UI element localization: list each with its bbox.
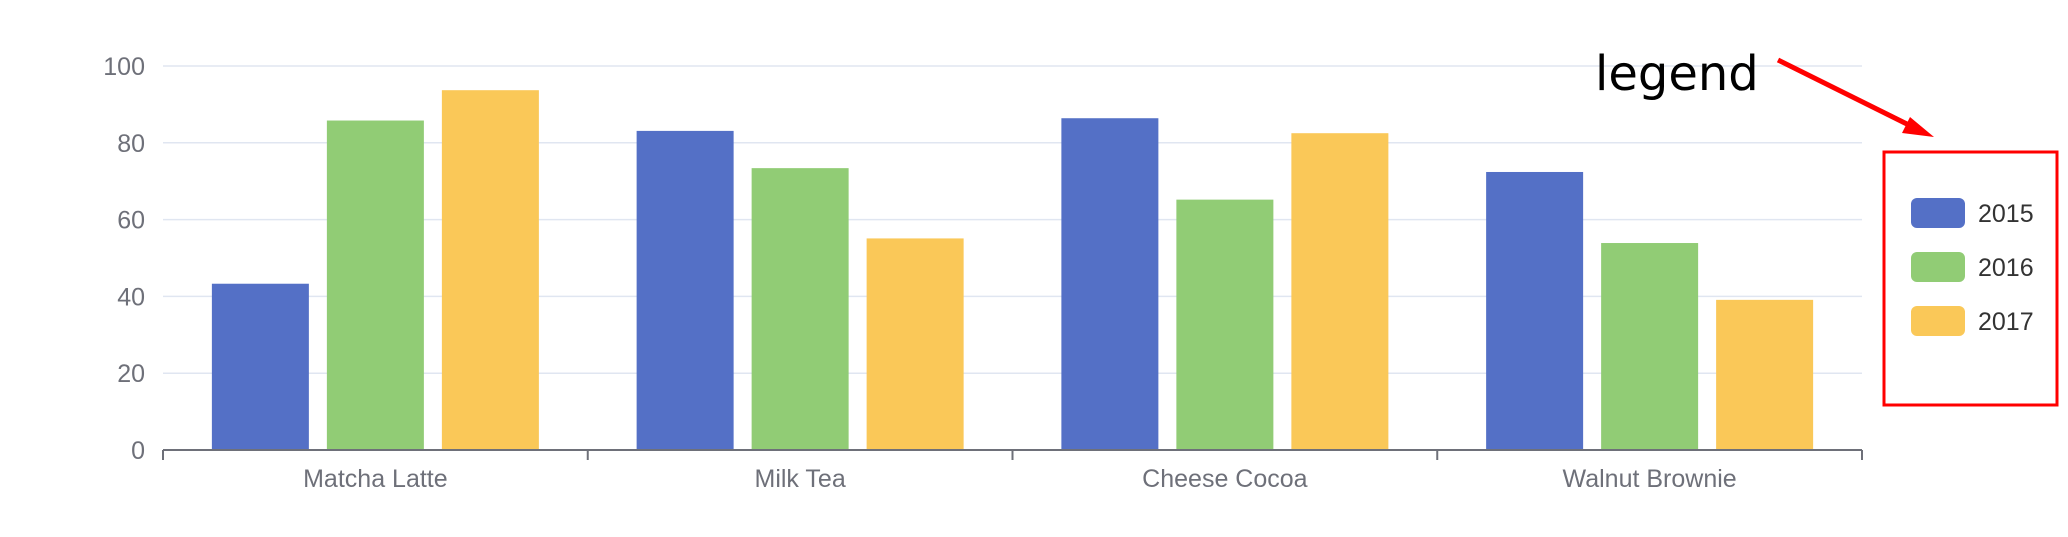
y-tick-label: 20	[117, 360, 145, 388]
bar-2017-milk-tea	[866, 238, 964, 450]
bar-2015-walnut-brownie	[1486, 171, 1584, 450]
x-axis: Matcha Latte Milk Tea Cheese Cocoa Walnut B…	[162, 449, 1863, 493]
x-tick-label: Matcha Latte	[303, 465, 448, 493]
annotation-arrow-shaft	[1776, 57, 1915, 130]
bar-2015-cheese-cocoa	[1061, 118, 1159, 450]
legend-swatch	[1911, 198, 1965, 228]
annotation-text: legend	[1595, 46, 1759, 102]
x-tick-label: Cheese Cocoa	[1142, 465, 1307, 493]
legend-highlight-box	[1882, 150, 2059, 407]
bar-2016-cheese-cocoa	[1176, 199, 1274, 450]
y-axis-tick-labels: 0 20 40 60 80 100	[103, 53, 145, 465]
legend-swatch	[1911, 252, 1965, 282]
legend-label: 2016	[1978, 254, 2034, 282]
y-tick-label: 0	[131, 437, 145, 465]
legend-item-2016[interactable]: 2016	[1911, 252, 2034, 282]
y-tick-label: 40	[117, 283, 145, 311]
bar-2015-matcha-latte	[211, 283, 309, 450]
bar-2015-milk-tea	[636, 130, 734, 450]
legend[interactable]: 2015 2016 2017	[1911, 198, 2034, 336]
x-tick-label: Walnut Brownie	[1563, 465, 1737, 493]
bar-2016-matcha-latte	[326, 120, 424, 450]
y-tick-label: 60	[117, 207, 145, 235]
legend-swatch	[1911, 306, 1965, 336]
legend-label: 2017	[1978, 308, 2034, 336]
legend-item-2015[interactable]: 2015	[1911, 198, 2034, 228]
bars	[211, 90, 1814, 451]
bar-2017-walnut-brownie	[1716, 299, 1814, 450]
legend-item-2017[interactable]: 2017	[1911, 306, 2034, 336]
bar-2016-milk-tea	[751, 168, 849, 451]
annotation-arrow-head	[1902, 117, 1934, 137]
y-tick-label: 100	[103, 53, 145, 81]
y-tick-label: 80	[117, 130, 145, 158]
legend-label: 2015	[1978, 200, 2034, 228]
bar-2017-cheese-cocoa	[1291, 133, 1389, 450]
bar-2016-walnut-brownie	[1601, 243, 1699, 450]
legend-annotation: legend	[1595, 46, 2059, 407]
x-tick-label: Milk Tea	[755, 465, 846, 493]
bar-2017-matcha-latte	[441, 90, 539, 450]
